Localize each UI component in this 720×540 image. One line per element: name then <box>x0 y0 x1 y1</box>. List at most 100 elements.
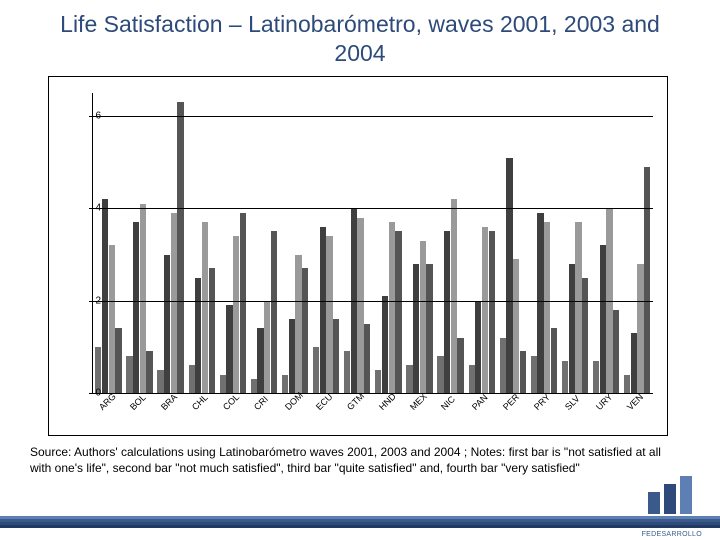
footer: FEDESARROLLO <box>0 512 720 540</box>
bar <box>437 356 443 393</box>
bar <box>326 236 332 393</box>
logo-bars <box>648 486 702 526</box>
bar <box>189 365 195 393</box>
bar <box>413 264 419 393</box>
bar <box>344 351 350 393</box>
bar <box>357 218 363 393</box>
xtick-label: PER <box>501 392 521 412</box>
bar <box>644 167 650 393</box>
bar <box>240 213 246 393</box>
footer-stripe <box>0 525 720 528</box>
chart-container: 0246ARGBOLBRACHLCOLCRIDOMECUGTMHNDMEXNIC… <box>48 76 668 436</box>
footer-stripes <box>0 516 720 528</box>
bar <box>531 356 537 393</box>
source-note: Source: Authors' calculations using Lati… <box>30 444 670 476</box>
bar <box>389 222 395 393</box>
bar <box>444 231 450 393</box>
bar <box>613 310 619 393</box>
bar <box>426 264 432 393</box>
bar <box>109 245 115 393</box>
ytick-label: 0 <box>95 388 101 399</box>
bar <box>600 245 606 393</box>
bar <box>95 347 101 393</box>
bar <box>271 231 277 393</box>
bar <box>364 324 370 393</box>
bar <box>289 319 295 393</box>
xtick-label: URY <box>594 392 614 412</box>
bar <box>177 102 183 393</box>
bar <box>582 278 588 393</box>
bar <box>251 379 257 393</box>
xtick-label: SLV <box>563 393 582 412</box>
xtick-label: PRY <box>532 392 552 412</box>
bar <box>333 319 339 393</box>
xtick-label: COL <box>221 392 241 412</box>
xtick-label: NIC <box>439 394 457 412</box>
slide-title: Life Satisfaction – Latinobarómetro, wav… <box>0 0 720 72</box>
bar <box>406 365 412 393</box>
xtick-label: CRI <box>252 394 270 412</box>
ytick-label: 4 <box>95 203 101 214</box>
xtick-label: VEN <box>625 392 645 412</box>
ytick-label: 6 <box>95 111 101 122</box>
bar <box>164 255 170 393</box>
bar <box>171 213 177 393</box>
bar <box>457 338 463 393</box>
xtick-label: BRA <box>159 392 179 412</box>
bars-layer <box>93 93 653 393</box>
bar <box>195 278 201 393</box>
bar <box>375 370 381 393</box>
bar <box>202 222 208 393</box>
xtick-label: HND <box>377 391 398 412</box>
bar <box>382 296 388 393</box>
bar <box>537 213 543 393</box>
bar <box>157 370 163 393</box>
bar <box>593 361 599 393</box>
xtick-label: CHL <box>190 392 210 412</box>
bar <box>475 301 481 393</box>
bar <box>506 158 512 393</box>
bar <box>420 241 426 393</box>
bar <box>631 333 637 393</box>
gridline <box>93 116 653 117</box>
logo-bar <box>648 492 660 514</box>
ytick-mark <box>89 116 93 117</box>
xtick-label: PAN <box>470 392 490 412</box>
xtick-label: BOL <box>128 392 148 412</box>
bar <box>133 222 139 393</box>
bar <box>520 351 526 393</box>
bar <box>500 338 506 393</box>
plot-area <box>93 93 653 393</box>
xtick-label: GTM <box>345 391 366 412</box>
x-axis-line <box>93 393 653 394</box>
xtick-label: MEX <box>408 391 429 412</box>
bar <box>569 264 575 393</box>
xtick-label: ECU <box>314 392 335 413</box>
bar <box>295 255 301 393</box>
bar <box>469 365 475 393</box>
bar <box>624 375 630 393</box>
bar <box>302 268 308 393</box>
bar <box>282 375 288 393</box>
bar <box>115 328 121 393</box>
bar <box>264 301 270 393</box>
bar <box>451 199 457 393</box>
bar <box>220 375 226 393</box>
bar <box>313 347 319 393</box>
bar <box>551 328 557 393</box>
logo-bar <box>680 476 692 514</box>
logo-bar <box>664 484 676 514</box>
bar <box>489 231 495 393</box>
bar <box>226 305 232 393</box>
bar <box>320 227 326 393</box>
ytick-label: 2 <box>95 295 101 306</box>
logo-text: FEDESARROLLO <box>642 531 702 538</box>
bar <box>395 231 401 393</box>
bar <box>209 268 215 393</box>
ytick-mark <box>89 393 93 394</box>
bar <box>575 222 581 393</box>
bar <box>102 199 108 393</box>
bar <box>482 227 488 393</box>
slide: Life Satisfaction – Latinobarómetro, wav… <box>0 0 720 540</box>
bar <box>257 328 263 393</box>
